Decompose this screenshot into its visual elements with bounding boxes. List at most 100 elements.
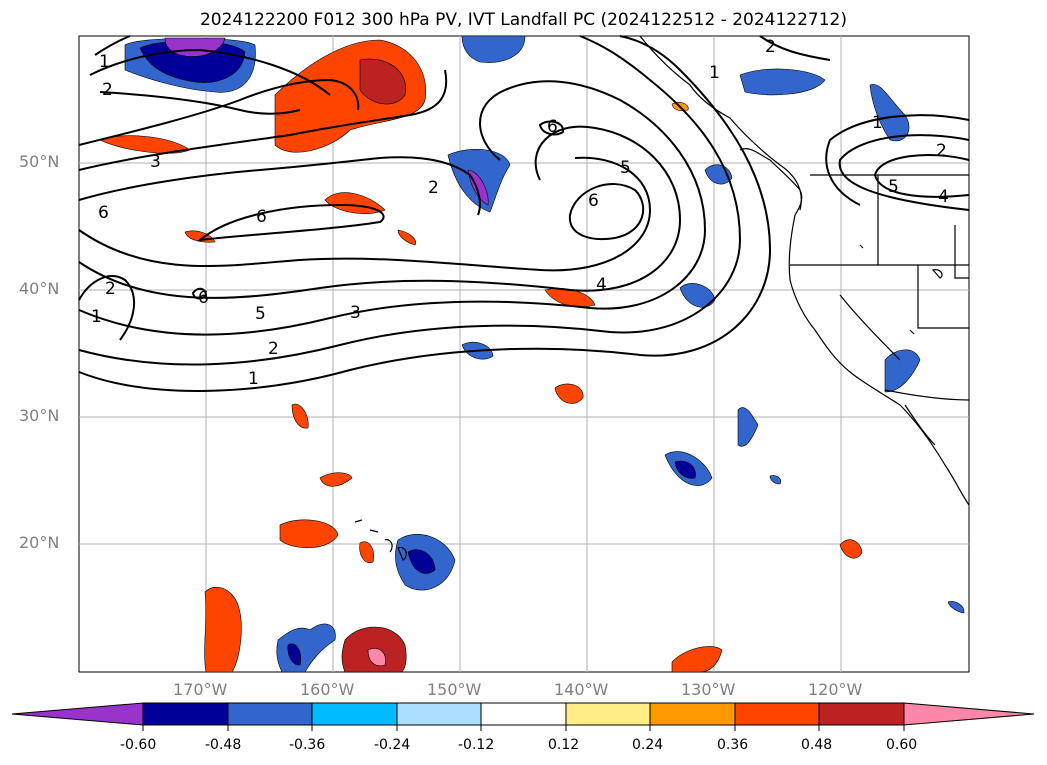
contour-north-d — [99, 91, 301, 115]
colorbar-segment — [311, 702, 398, 726]
contour-east-c — [825, 114, 970, 206]
positive-blob-4 — [397, 229, 416, 246]
contour-north-c — [78, 78, 360, 146]
contour-label: 4 — [938, 187, 949, 207]
colorbar-tick-label: 0.12 — [548, 737, 580, 753]
island-2 — [859, 244, 864, 249]
colorbar-extend-low — [11, 702, 144, 726]
contour-6b — [568, 183, 645, 241]
contour-label: 6 — [98, 203, 109, 223]
hawaii-island-2 — [369, 529, 379, 533]
lon-label: 170°W — [173, 680, 228, 699]
negative-blob-11-core — [407, 549, 436, 574]
colorbar-segment — [142, 702, 229, 726]
contour-ne — [759, 35, 831, 61]
hawaii-island-1 — [354, 519, 363, 523]
contour-label: 5 — [255, 304, 266, 324]
contour-label: 5 — [888, 177, 899, 197]
pv-contours — [78, 35, 970, 392]
coastline-us-west — [788, 214, 970, 506]
positive-blob-gulf-core — [359, 58, 406, 105]
contour-sw — [78, 275, 136, 341]
colorbar-tick-label: 0.24 — [632, 737, 664, 753]
chart-title: 2024122200 F012 300 hPa PV, IVT Landfall… — [199, 10, 847, 30]
contour-nw-e — [89, 48, 331, 96]
island-3 — [909, 329, 915, 335]
negative-blob-13 — [947, 601, 965, 614]
contour-2 — [78, 35, 742, 366]
colorbar-segment — [396, 702, 482, 726]
positive-blob-11 — [204, 586, 242, 673]
hawaii-island-3 — [384, 539, 393, 553]
contour-small — [191, 287, 208, 300]
contour-label: 2 — [428, 178, 439, 198]
map-frame — [78, 35, 970, 673]
contour-label: 2 — [105, 279, 116, 299]
contour-north-b — [78, 69, 448, 171]
contour-4 — [78, 125, 682, 299]
coastline-baja — [904, 404, 936, 446]
lat-label: 40°N — [19, 279, 60, 298]
lon-label: 160°W — [300, 680, 355, 699]
border-us-mexico — [884, 389, 970, 401]
contour-label: 6 — [198, 288, 209, 308]
islands — [354, 244, 943, 561]
colorbar-tick-label: -0.12 — [458, 737, 495, 753]
colorbar — [11, 702, 1035, 731]
contour-label: 5 — [620, 158, 631, 178]
positive-blob-13 — [671, 646, 723, 673]
contour-label: 6 — [256, 207, 267, 227]
contour-label: 1 — [91, 307, 102, 327]
negative-blob-8 — [884, 349, 921, 393]
colorbar-tick-label: 0.60 — [886, 737, 918, 753]
border-state-4 — [839, 294, 901, 361]
colorbar-tick-label: -0.60 — [120, 737, 157, 753]
island-1 — [931, 269, 943, 279]
positive-blob-9 — [279, 519, 339, 549]
contour-label: 1 — [872, 113, 883, 133]
positive-blob-6 — [554, 383, 584, 404]
coastlines — [639, 35, 970, 506]
lon-label: 130°W — [681, 680, 736, 699]
contour-label: 1 — [248, 369, 259, 389]
contour-label: 2 — [936, 141, 947, 161]
lon-label: 120°W — [808, 680, 863, 699]
contour-1 — [78, 35, 772, 392]
colorbar-extend-high — [903, 702, 1035, 726]
contour-label: 1 — [99, 52, 110, 72]
hawaii-island-4 — [397, 546, 407, 561]
positive-blob-7 — [291, 403, 309, 429]
positive-blob-12-core — [367, 648, 386, 667]
lat-label: 30°N — [19, 406, 60, 425]
border-state-5 — [954, 225, 969, 279]
gridlines — [79, 36, 969, 672]
contour-label: 6 — [547, 117, 558, 137]
colorbar-segment — [565, 702, 651, 726]
colorbar-segment — [649, 702, 736, 726]
coastline-bc — [739, 148, 803, 216]
contour-nw-f — [94, 35, 131, 56]
negative-blob-3 — [739, 68, 826, 96]
colorbar-tick-label: -0.36 — [289, 737, 326, 753]
positive-blob-10 — [359, 541, 374, 564]
negative-blob-12-core — [287, 643, 301, 666]
colorbar-segment — [818, 702, 905, 726]
coastline-alaska — [639, 35, 802, 211]
contour-label: 2 — [102, 80, 113, 100]
contour-label: 4 — [596, 275, 607, 295]
border-state-3 — [917, 265, 969, 329]
contour-label: 3 — [150, 152, 161, 172]
negative-anomalies — [124, 35, 965, 673]
negative-blob-2 — [461, 35, 526, 63]
positive-anomalies — [99, 39, 863, 673]
contour-label: 2 — [268, 339, 279, 359]
negative-blob-6 — [679, 283, 716, 308]
colorbar-segment — [227, 702, 313, 726]
contour-label: 6 — [588, 191, 599, 211]
contour-label: 1 — [709, 63, 720, 83]
positive-blob-14 — [839, 539, 863, 559]
colorbar-tick-label: 0.36 — [717, 737, 749, 753]
colorbar-segment — [480, 702, 567, 726]
contour-6c — [538, 120, 565, 136]
lon-label: 140°W — [554, 680, 609, 699]
